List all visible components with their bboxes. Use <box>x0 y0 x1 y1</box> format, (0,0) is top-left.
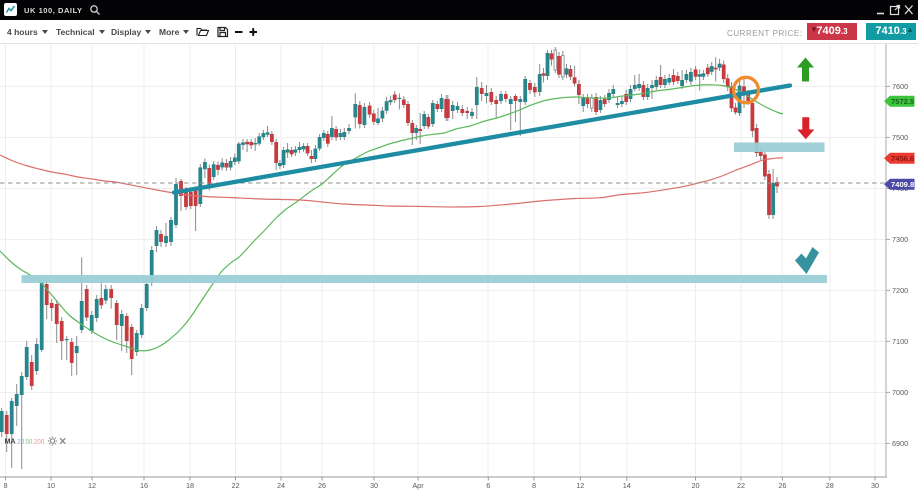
svg-text:7100: 7100 <box>892 337 908 346</box>
svg-text:200: 200 <box>34 438 45 445</box>
svg-text:7300: 7300 <box>892 235 908 244</box>
svg-text:6900: 6900 <box>892 439 908 448</box>
svg-text:7200: 7200 <box>892 286 908 295</box>
svg-text:MA: MA <box>5 439 16 446</box>
svg-text:8: 8 <box>3 481 7 490</box>
svg-text:24: 24 <box>277 481 285 490</box>
svg-text:12: 12 <box>576 481 584 490</box>
svg-text:7500: 7500 <box>892 133 908 142</box>
svg-text:8: 8 <box>532 481 536 490</box>
svg-text:7000: 7000 <box>892 388 908 397</box>
svg-text:28: 28 <box>826 481 834 490</box>
svg-text:22: 22 <box>737 481 745 490</box>
svg-text:30: 30 <box>871 481 879 490</box>
svg-text:7409.8: 7409.8 <box>891 180 914 189</box>
svg-text:50: 50 <box>25 438 33 445</box>
svg-text:7600: 7600 <box>892 82 908 91</box>
svg-text:16: 16 <box>140 481 148 490</box>
svg-text:7572.5: 7572.5 <box>891 97 915 106</box>
svg-text:10: 10 <box>47 481 55 490</box>
svg-text:7456.6: 7456.6 <box>891 154 914 163</box>
svg-text:Apr: Apr <box>412 481 424 490</box>
svg-text:30: 30 <box>370 481 378 490</box>
svg-text:26: 26 <box>778 481 786 490</box>
svg-text:20: 20 <box>17 438 25 445</box>
svg-text:26: 26 <box>318 481 326 490</box>
svg-text:20: 20 <box>691 481 699 490</box>
svg-text:18: 18 <box>186 481 194 490</box>
svg-text:14: 14 <box>623 481 631 490</box>
svg-text:22: 22 <box>231 481 239 490</box>
svg-text:12: 12 <box>88 481 96 490</box>
svg-text:6: 6 <box>486 481 490 490</box>
